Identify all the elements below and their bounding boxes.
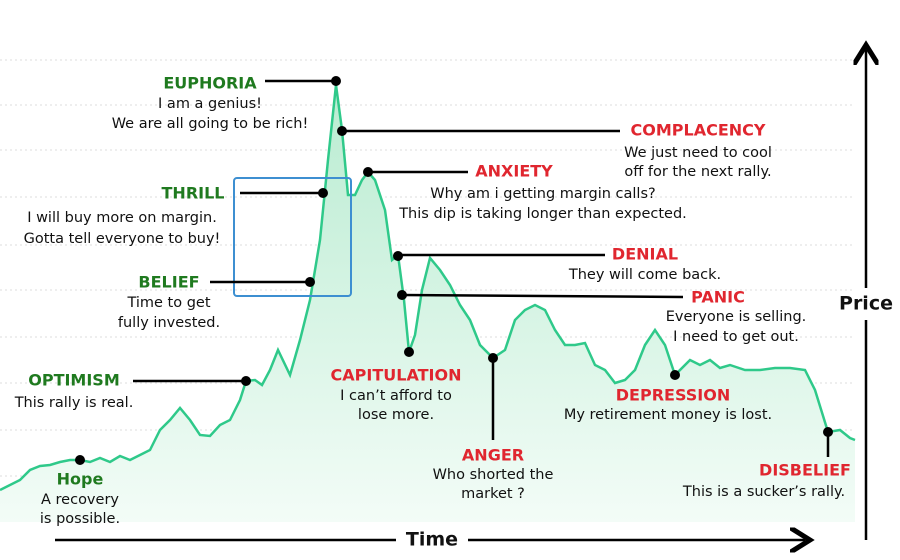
stage-name: COMPLACENCY [631,121,766,140]
connectors [133,79,830,457]
stage-name: CAPITULATION [331,366,462,385]
stage-text: They will come back. [568,267,721,283]
stage-text: I will buy more on margin. [27,210,217,226]
stage-text: fully invested. [118,315,220,331]
stage-name: EUPHORIA [163,74,257,93]
stage-text: I can’t afford to [340,388,452,404]
stage-text: This is a sucker’s rally. [682,484,845,500]
labels: EUPHORIA I am a genius! We are all going… [14,74,851,528]
stage-text: lose more. [358,407,434,423]
stage-text: We just need to cool [624,145,772,161]
stage-name: DISBELIEF [759,461,851,480]
stage-name: PANIC [691,288,745,307]
stage-text: off for the next rally. [624,164,771,180]
stage-name: OPTIMISM [28,371,120,390]
stage-name: Hope [57,470,104,489]
stage-name: DENIAL [612,245,678,264]
stage-text: Why am i getting margin calls? [430,186,655,202]
stage-text: Gotta tell everyone to buy! [24,231,221,247]
stage-text: This rally is real. [14,395,134,411]
stage-text: market ? [461,486,525,502]
axes: Time Price [55,50,893,551]
stage-name: ANXIETY [475,162,553,181]
x-axis-label: Time [406,529,458,551]
stage-name: BELIEF [138,273,199,292]
y-axis-label: Price [839,293,893,315]
stage-text: A recovery [41,492,119,508]
stage-text: Time to get [126,295,210,311]
stage-name: DEPRESSION [616,386,730,405]
stage-text: I need to get out. [673,329,799,345]
stage-text: This dip is taking longer than expected. [398,206,687,222]
stage-name: THRILL [162,184,225,203]
stage-name: ANGER [462,446,524,465]
stage-text: We are all going to be rich! [112,116,309,132]
stage-text: My retirement money is lost. [564,407,772,423]
price-area [0,85,855,522]
price-line [0,84,856,492]
stage-text: is possible. [40,511,120,527]
stage-text: I am a genius! [158,96,262,112]
points [75,76,833,465]
stage-text: Everyone is selling. [666,309,807,325]
stage-text: Who shorted the [433,467,554,483]
highlight-box [233,177,352,297]
